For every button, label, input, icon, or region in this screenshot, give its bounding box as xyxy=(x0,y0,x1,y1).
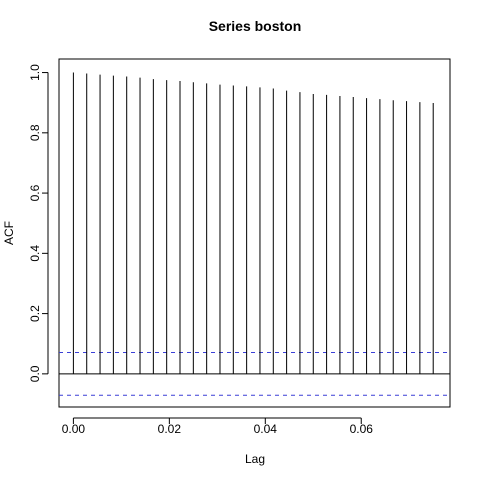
y-axis-label: ACF xyxy=(2,221,16,245)
y-tick-label: 0.8 xyxy=(28,124,42,141)
y-tick-label: 0.4 xyxy=(28,245,42,262)
y-tick-label: 0.0 xyxy=(28,365,42,382)
plot-frame xyxy=(58,58,451,408)
y-tick-label: 0.6 xyxy=(28,184,42,201)
x-tick-label: 0.06 xyxy=(350,422,374,436)
chart-title: Series boston xyxy=(209,18,302,34)
x-tick-label: 0.04 xyxy=(254,422,278,436)
y-tick-label: 0.2 xyxy=(28,305,42,322)
y-axis: 0.0 0.2 0.4 0.6 0.8 1.0 xyxy=(28,64,49,382)
x-axis: 0.00 0.02 0.04 0.06 xyxy=(62,417,374,436)
y-tick-label: 1.0 xyxy=(28,64,42,81)
x-tick-label: 0.02 xyxy=(158,422,182,436)
acf-spikes xyxy=(72,72,434,374)
confidence-bounds xyxy=(59,352,450,396)
x-axis-label: Lag xyxy=(245,452,265,466)
x-tick-label: 0.00 xyxy=(62,422,86,436)
